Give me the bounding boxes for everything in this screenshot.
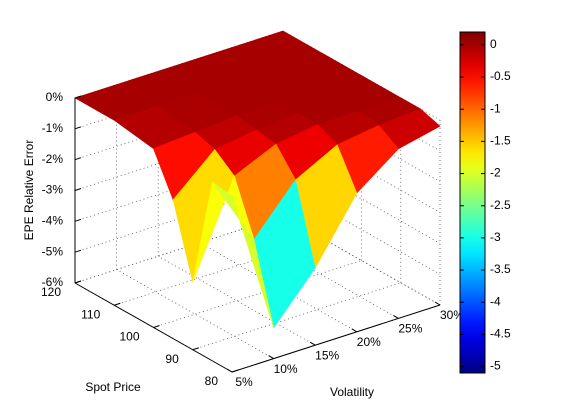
surface-patch (212, 181, 274, 328)
grid-line (74, 153, 284, 222)
y-tick (74, 280, 82, 284)
x-tick-label: 25% (398, 322, 422, 336)
grid-line (74, 92, 284, 161)
grid-line (116, 269, 274, 359)
y-tick-label: 120 (41, 285, 61, 299)
y-tick (153, 325, 160, 328)
z-tick-label: -3% (42, 183, 64, 197)
y-tick-label: 80 (205, 374, 219, 388)
grid-line (74, 184, 284, 253)
y-tick-label: 100 (119, 330, 139, 344)
x-tick-label: 30% (440, 308, 464, 322)
axis-line (231, 304, 441, 373)
x-tick-label: 10% (274, 362, 298, 376)
z-tick-label: -6% (42, 275, 64, 289)
x-axis-label: Volatility (330, 385, 374, 399)
z-tick-label: -5% (42, 244, 64, 258)
grid-line (192, 282, 401, 351)
colorbar-tick-label: 0 (490, 37, 497, 51)
colorbar-tick-label: -2.5 (490, 198, 511, 212)
x-tick (309, 341, 316, 346)
colorbar-tick-label: -1.5 (490, 134, 511, 148)
x-tick (226, 368, 233, 373)
grid-line (114, 237, 323, 306)
grid-line (74, 123, 284, 191)
z-tick (74, 157, 82, 161)
colorbar-tick-label: -1 (490, 101, 501, 115)
z-tick (74, 218, 82, 222)
colorbar-tick-label: -4 (490, 294, 501, 308)
colorbar-tick-label: -3 (490, 230, 501, 244)
z-tick (74, 249, 82, 253)
x-tick-label: 15% (315, 348, 339, 362)
colorbar-tick-label: -2 (490, 166, 501, 180)
colorbar-tick-label: -5 (490, 359, 501, 373)
y-tick (231, 369, 239, 373)
y-tick (114, 302, 121, 306)
colorbar-tick-label: -4.5 (490, 327, 511, 341)
colorbar-tick-label: -3.5 (490, 262, 511, 276)
x-tick (434, 301, 441, 306)
grid-line (74, 215, 284, 284)
x-tick (393, 314, 399, 319)
z-axis-label: EPE Relative Error (22, 140, 36, 241)
z-tick (74, 126, 82, 130)
z-tick-label: -2% (42, 152, 64, 166)
y-tick (192, 347, 199, 351)
x-tick (351, 328, 358, 333)
z-tick (74, 95, 82, 99)
z-tick-label: -1% (42, 121, 64, 135)
y-tick-label: 90 (165, 352, 179, 366)
x-tick-label: 5% (235, 375, 253, 389)
grid-line (153, 260, 362, 328)
colorbar (459, 31, 486, 374)
x-tick-label: 20% (357, 335, 381, 349)
y-tick-label: 110 (81, 307, 100, 321)
colorbar-tick-label: -0.5 (490, 69, 511, 83)
y-axis-label: Spot Price (85, 380, 141, 394)
x-tick (268, 355, 274, 360)
z-tick-label: -4% (42, 214, 64, 228)
z-tick-label: 0% (46, 90, 64, 104)
z-tick (74, 188, 82, 191)
